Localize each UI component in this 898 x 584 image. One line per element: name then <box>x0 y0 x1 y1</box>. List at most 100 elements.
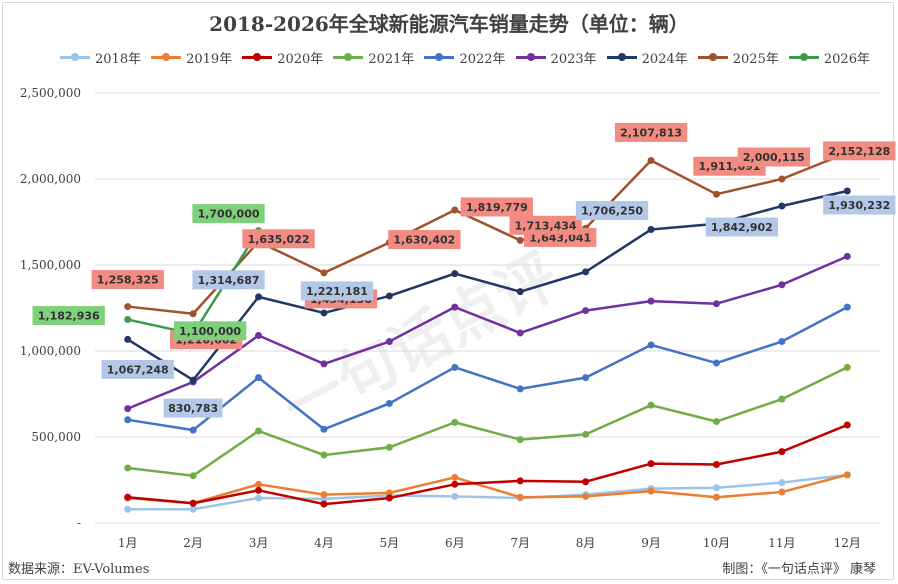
data-point <box>255 427 263 435</box>
data-point <box>516 288 524 296</box>
data-label-box <box>509 215 582 235</box>
chart-legend: 2018年 2019年 2020年 2021年 2022年 2023年 2024年 2025年… <box>60 47 880 69</box>
data-label-box <box>300 281 374 301</box>
series-line <box>127 473 848 511</box>
data-label: 2,107,813 <box>620 126 682 139</box>
data-label-box <box>192 270 265 290</box>
data-point <box>124 335 132 343</box>
data-point <box>516 385 524 393</box>
legend-label: 2025年 <box>732 51 779 67</box>
legend-swatch <box>606 51 637 63</box>
data-label: 1,182,936 <box>38 310 100 323</box>
data-point <box>843 252 851 260</box>
data-point <box>516 329 524 337</box>
data-label-box <box>32 306 105 326</box>
legend-item: 2020年 <box>242 47 323 67</box>
data-point <box>124 505 132 513</box>
data-point <box>385 399 393 407</box>
x-tick-label: 2月 <box>183 536 203 550</box>
x-tick-label: 3月 <box>249 536 269 550</box>
data-point <box>124 316 132 324</box>
data-point <box>778 448 786 456</box>
data-point <box>320 425 328 433</box>
data-point <box>124 464 132 472</box>
data-point <box>778 479 786 487</box>
data-point <box>124 416 132 424</box>
data-point <box>647 341 655 349</box>
data-point <box>778 281 786 289</box>
data-label: 1,930,232 <box>828 199 890 212</box>
data-label-box <box>242 229 315 249</box>
data-point <box>255 293 263 301</box>
data-label: 1,314,687 <box>198 274 260 287</box>
data-point <box>516 236 524 244</box>
data-point <box>320 500 328 508</box>
data-label: 1,700,000 <box>198 208 260 221</box>
y-tick-label: 1,000,000 <box>20 344 81 358</box>
legend-swatch <box>515 51 546 63</box>
data-point <box>451 418 459 426</box>
data-point <box>320 309 328 317</box>
data-label: 1,842,902 <box>711 221 773 234</box>
y-tick-label: 2,000,000 <box>20 172 81 186</box>
data-point <box>516 436 524 444</box>
legend-item: 2023年 <box>515 47 597 67</box>
data-point <box>778 338 786 346</box>
x-tick-label: 1月 <box>118 536 138 550</box>
chart-title: 2018-2026年全球新能源汽车销量走势（单位：辆） <box>209 12 689 36</box>
data-label: 1,713,434 <box>515 219 577 232</box>
watermark-text: 一句话点评 <box>272 241 570 444</box>
data-label-box <box>575 201 649 221</box>
data-point <box>385 338 393 346</box>
legend-item: 2021年 <box>333 47 414 67</box>
data-point <box>582 492 590 500</box>
data-point <box>843 421 851 429</box>
data-point <box>582 307 590 315</box>
data-label-box <box>460 197 533 217</box>
data-point <box>647 487 655 495</box>
data-point <box>516 477 524 485</box>
data-label: 1,100,000 <box>179 325 241 338</box>
data-point <box>647 226 655 234</box>
legend-swatch <box>333 51 364 63</box>
data-label-box <box>91 270 164 290</box>
data-point <box>712 190 720 198</box>
legend-label: 2026年 <box>823 51 870 67</box>
x-tick-label: 10月 <box>703 536 730 550</box>
data-label: 1,706,250 <box>581 205 643 218</box>
data-point <box>255 374 263 382</box>
data-point <box>451 363 459 371</box>
y-tick-label: 1,500,000 <box>20 258 81 272</box>
data-point <box>843 303 851 311</box>
legend-swatch <box>788 51 819 63</box>
data-point <box>712 418 720 426</box>
data-point <box>778 488 786 496</box>
y-tick-label: 500,000 <box>31 430 81 444</box>
data-point <box>320 360 328 368</box>
data-point <box>189 505 197 513</box>
data-point <box>582 430 590 438</box>
legend-label: 2020年 <box>277 51 324 67</box>
data-source-note: 数据来源：EV-Volumes <box>8 562 150 577</box>
legend-label: 2024年 <box>641 51 688 67</box>
data-point <box>451 206 459 214</box>
legend-item: 2022年 <box>424 47 506 67</box>
data-point <box>255 486 263 494</box>
x-tick-label: 7月 <box>510 536 530 550</box>
data-point <box>647 156 655 164</box>
data-label: 1,635,022 <box>248 233 310 246</box>
data-point <box>843 363 851 371</box>
x-tick-label: 12月 <box>834 536 861 550</box>
legend-swatch <box>60 51 90 63</box>
data-point <box>712 493 720 501</box>
legend-label: 2019年 <box>186 51 233 67</box>
data-point <box>124 303 132 311</box>
data-point <box>451 270 459 278</box>
data-label-box <box>823 141 896 161</box>
legend-label: 2023年 <box>550 51 597 67</box>
series-line <box>127 255 848 410</box>
data-point <box>385 494 393 502</box>
y-tick-label: 2,500,000 <box>20 86 81 100</box>
data-point <box>255 494 263 502</box>
